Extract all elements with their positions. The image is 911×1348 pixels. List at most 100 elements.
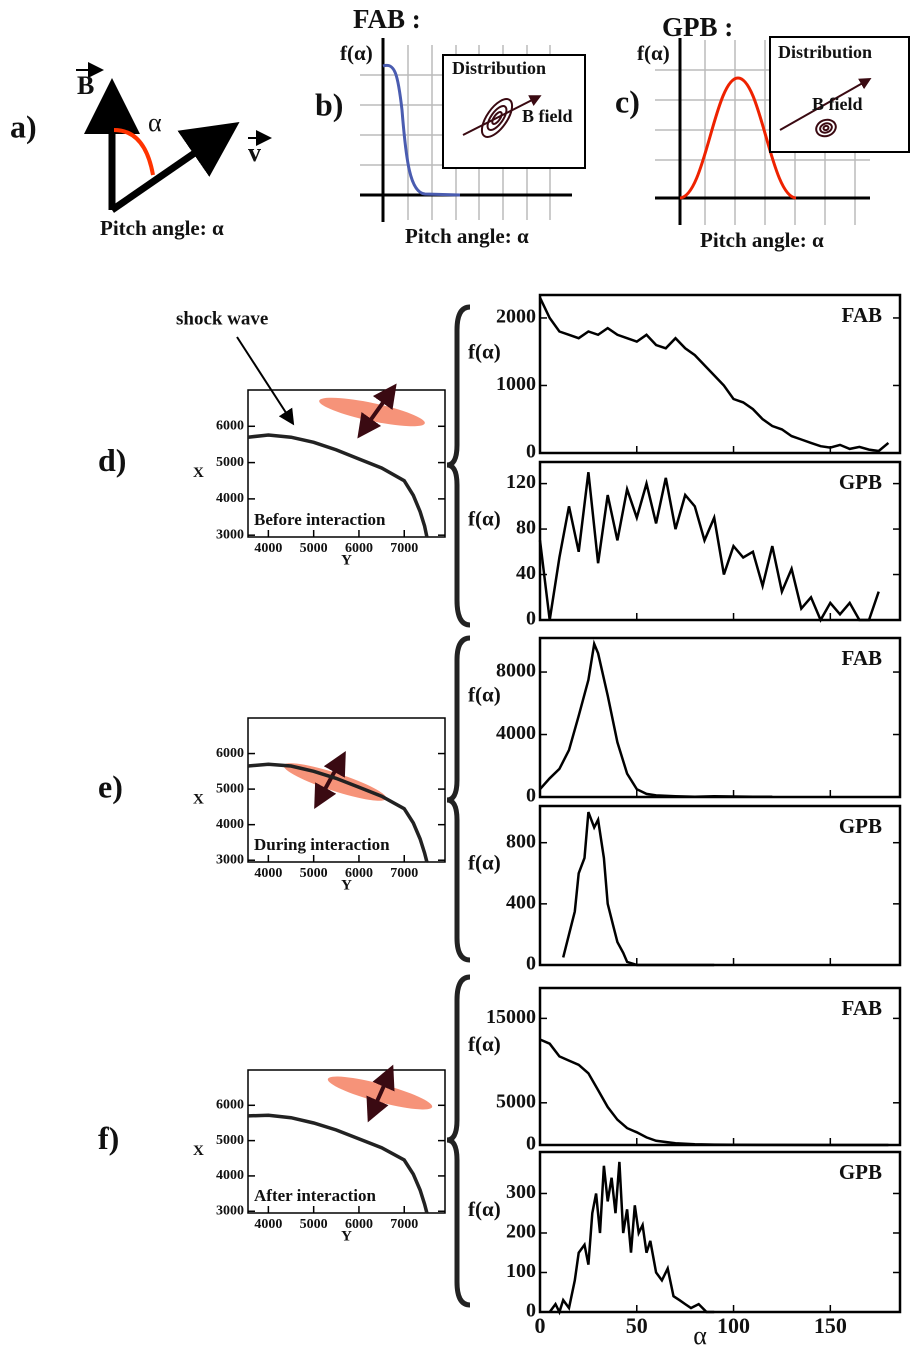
plot-frame [247,1069,446,1214]
x-tick-label: 7000 [390,866,418,881]
y-tick-label: 6000 [216,419,244,434]
y-tick-label: 80 [516,517,536,539]
data-line [561,811,715,967]
y-tick-label: 8000 [496,660,536,682]
y-tick-label: 0 [526,1133,536,1155]
inset [442,54,586,169]
y-tick-label: 120 [506,471,536,493]
field-arrow [366,1064,395,1123]
x-tick-label: 4000 [254,1217,282,1232]
x-tick-label: 5000 [300,541,328,556]
schematic-curve [382,63,461,197]
panel-label: c) [615,83,640,119]
chart-label: FAB [842,303,882,327]
plot-frame [538,986,902,1147]
y-tick-label: 0 [526,441,536,463]
y-tick-label: 3000 [216,527,244,542]
panel-label: b) [315,86,343,122]
data-line [538,472,880,623]
x-tick-label: 7000 [390,541,418,556]
inset-label: B field [812,94,863,114]
y-tick-label: 0 [526,608,536,630]
y-tick-label: 5000 [216,1133,244,1148]
data-line [247,762,429,863]
ellipses [815,118,837,138]
y-axis-label: f(α) [468,339,501,363]
x-tick-label: 5000 [300,866,328,881]
chart-label: GPB [839,470,882,494]
y-axis-label: X [193,791,204,807]
callout: shock wave [176,308,268,329]
y-tick-label: 5000 [216,455,244,470]
panel-a: a) B α v Pitch angle: α [10,62,272,240]
y-tick-label: 4000 [216,1168,244,1183]
y-tick-label: 1000 [496,373,536,395]
inset-title: Distribution [452,58,546,78]
x-tick-label: 50 [626,1313,648,1338]
chart-label: GPB [839,814,882,838]
axis-label: f(α) [340,41,373,65]
x-tick-label: 0 [535,1313,546,1338]
y-tick-label: 15000 [486,1006,536,1028]
caption: Pitch angle: α [700,228,824,252]
y-tick-label: 0 [526,1300,536,1322]
panel-b: FAB : b) f(α) Distribution B field Pitch… [315,4,586,248]
y-tick-label: 4000 [216,491,244,506]
caption: Pitch angle: α [405,224,529,248]
y-axis-label: f(α) [468,1032,501,1056]
y-axis-label: f(α) [468,1197,501,1221]
x-tick-label: 6000 [345,541,373,556]
axis-label: f(α) [637,41,670,65]
y-tick-label: 3000 [216,1203,244,1218]
y-tick-label: 5000 [496,1090,536,1112]
y-axis-label: f(α) [468,851,501,875]
x-tick-label: 100 [717,1313,750,1338]
y-tick-label: 100 [506,1260,536,1282]
inset [769,36,910,153]
ellipses [480,98,514,138]
x-axis-label: α [693,1321,707,1348]
field-arrow [357,383,397,439]
braces [446,304,471,1308]
b-label: B [77,71,94,100]
data-line [247,1113,429,1214]
y-tick-label: 3000 [216,852,244,867]
x-tick-label: 150 [814,1313,847,1338]
chart-label: FAB [842,646,882,670]
x-tick-label: 6000 [345,1217,373,1232]
y-tick-label: 800 [506,830,536,852]
panel-label: a) [10,108,37,144]
annotation: After interaction [254,1186,376,1205]
panel-label: f) [98,1120,119,1156]
panel-label: e) [98,768,123,804]
y-tick-label: 6000 [216,746,244,761]
field-arrow [779,78,872,131]
field-arrow [314,750,346,810]
panel-title: GPB : [662,12,733,42]
x-tick-label: 4000 [254,866,282,881]
annotation: During interaction [254,835,390,854]
panel-title: FAB : [353,4,421,34]
data-line [538,297,890,453]
x-axis-label: Y [341,552,352,568]
y-tick-label: 400 [506,891,536,913]
x-tick-label: 7000 [390,1217,418,1232]
inset-title: Distribution [778,42,872,62]
y-tick-label: 40 [516,562,536,584]
y-tick-label: 300 [506,1181,536,1203]
data-line [548,1161,715,1316]
y-tick-label: 0 [526,785,536,807]
data-line [539,639,773,798]
y-tick-label: 200 [506,1221,536,1243]
data-line [539,1038,889,1147]
y-tick-label: 4000 [216,817,244,832]
schematic-curve [679,76,797,200]
x-tick-label: 4000 [254,541,282,556]
data-line [247,433,429,538]
x-axis-label: Y [341,1228,352,1244]
y-tick-label: 4000 [496,722,536,744]
v-arrow [110,122,240,213]
chart-label: FAB [842,996,882,1020]
chart-label: GPB [839,1160,882,1184]
